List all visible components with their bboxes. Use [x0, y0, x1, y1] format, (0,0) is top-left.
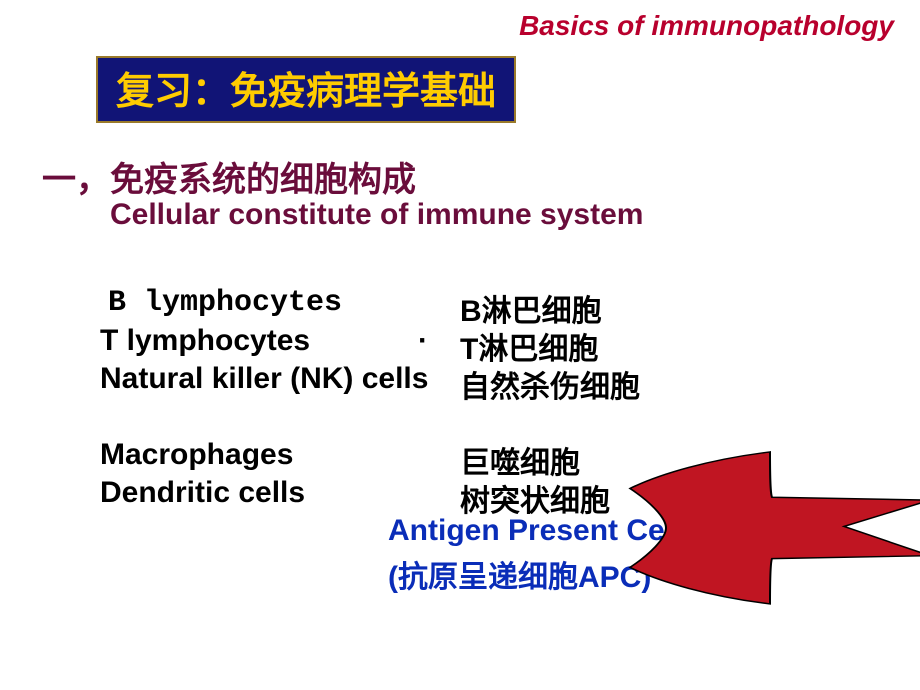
- cell-en: T lymphocytes: [100, 324, 310, 358]
- header-english: Basics of immunopathology: [519, 10, 894, 42]
- section-number: 一，: [42, 152, 110, 201]
- cell-cn: 自然杀伤细胞: [460, 362, 640, 406]
- apc-line1: Antigen Present Cell: [388, 514, 681, 548]
- cell-en: Dendritic cells: [100, 476, 305, 510]
- title-banner: 复习：免疫病理学基础: [96, 56, 516, 123]
- section-heading-cn: 免疫系统的细胞构成: [110, 152, 416, 201]
- section-heading-en: Cellular constitute of immune system: [110, 198, 643, 232]
- cell-en: B lymphocytes: [108, 286, 342, 320]
- cell-en: Macrophages: [100, 438, 293, 472]
- apc-line2: (抗原呈递细胞APC): [388, 552, 651, 596]
- bullet-dot: ·: [418, 324, 428, 358]
- cell-en: Natural killer (NK) cells: [100, 362, 428, 396]
